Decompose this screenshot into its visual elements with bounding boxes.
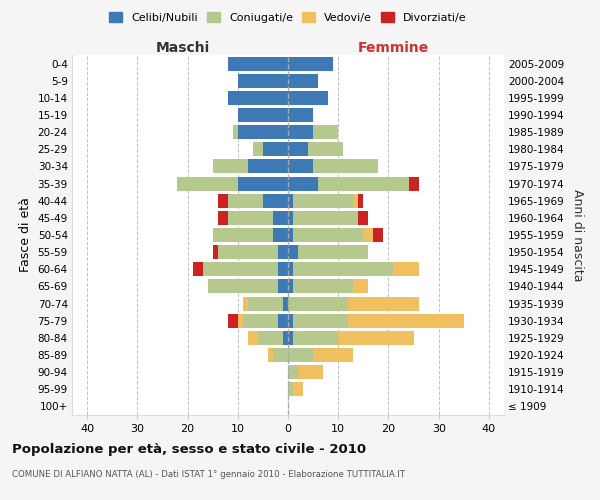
Text: Maschi: Maschi [155, 41, 209, 55]
Bar [293, 262, 394, 276]
Bar [348, 314, 464, 328]
Text: Femmine: Femmine [358, 41, 429, 55]
Bar [238, 74, 288, 88]
Bar [288, 365, 298, 379]
Bar [228, 56, 288, 70]
Bar [364, 228, 373, 242]
Bar [243, 296, 248, 310]
Bar [273, 348, 288, 362]
Bar [293, 382, 303, 396]
Bar [288, 125, 313, 139]
Bar [193, 262, 203, 276]
Bar [233, 125, 238, 139]
Bar [394, 262, 419, 276]
Bar [273, 228, 288, 242]
Bar [288, 194, 293, 207]
Bar [288, 331, 293, 345]
Bar [288, 56, 333, 70]
Bar [293, 280, 353, 293]
Bar [228, 211, 273, 225]
Bar [283, 296, 288, 310]
Bar [212, 245, 218, 259]
Y-axis label: Fasce di età: Fasce di età [19, 198, 32, 272]
Bar [238, 176, 288, 190]
Bar [293, 228, 364, 242]
Bar [268, 348, 273, 362]
Bar [288, 160, 313, 173]
Bar [288, 176, 318, 190]
Text: COMUNE DI ALFIANO NATTA (AL) - Dati ISTAT 1° gennaio 2010 - Elaborazione TUTTITA: COMUNE DI ALFIANO NATTA (AL) - Dati ISTA… [12, 470, 405, 479]
Bar [288, 211, 293, 225]
Bar [278, 280, 288, 293]
Bar [313, 160, 379, 173]
Bar [243, 314, 278, 328]
Bar [293, 314, 348, 328]
Bar [228, 194, 263, 207]
Bar [293, 331, 338, 345]
Bar [228, 91, 288, 105]
Bar [409, 176, 419, 190]
Bar [288, 142, 308, 156]
Bar [288, 314, 293, 328]
Bar [258, 331, 283, 345]
Bar [238, 314, 243, 328]
Bar [288, 108, 313, 122]
Bar [293, 194, 353, 207]
Bar [228, 314, 238, 328]
Y-axis label: Anni di nascita: Anni di nascita [571, 188, 584, 281]
Bar [218, 245, 278, 259]
Bar [238, 108, 288, 122]
Bar [208, 280, 278, 293]
Bar [353, 194, 358, 207]
Bar [178, 176, 238, 190]
Bar [278, 262, 288, 276]
Bar [288, 228, 293, 242]
Bar [298, 365, 323, 379]
Bar [212, 160, 248, 173]
Bar [358, 211, 368, 225]
Bar [278, 245, 288, 259]
Bar [218, 211, 228, 225]
Bar [358, 194, 364, 207]
Bar [353, 280, 368, 293]
Bar [283, 331, 288, 345]
Bar [253, 142, 263, 156]
Bar [298, 245, 368, 259]
Bar [278, 314, 288, 328]
Bar [288, 262, 293, 276]
Bar [373, 228, 383, 242]
Bar [273, 211, 288, 225]
Bar [263, 142, 288, 156]
Bar [263, 194, 288, 207]
Bar [288, 280, 293, 293]
Bar [288, 91, 328, 105]
Bar [308, 142, 343, 156]
Bar [338, 331, 413, 345]
Bar [288, 382, 293, 396]
Legend: Celibi/Nubili, Coniugati/e, Vedovi/e, Divorziati/e: Celibi/Nubili, Coniugati/e, Vedovi/e, Di… [105, 8, 471, 28]
Bar [218, 194, 228, 207]
Bar [288, 74, 318, 88]
Bar [293, 211, 358, 225]
Bar [288, 348, 313, 362]
Text: Popolazione per età, sesso e stato civile - 2010: Popolazione per età, sesso e stato civil… [12, 442, 366, 456]
Bar [212, 228, 273, 242]
Bar [348, 296, 419, 310]
Bar [203, 262, 278, 276]
Bar [318, 176, 409, 190]
Bar [248, 296, 283, 310]
Bar [288, 245, 298, 259]
Bar [313, 348, 353, 362]
Bar [248, 160, 288, 173]
Bar [288, 296, 348, 310]
Bar [238, 125, 288, 139]
Bar [248, 331, 258, 345]
Bar [313, 125, 338, 139]
